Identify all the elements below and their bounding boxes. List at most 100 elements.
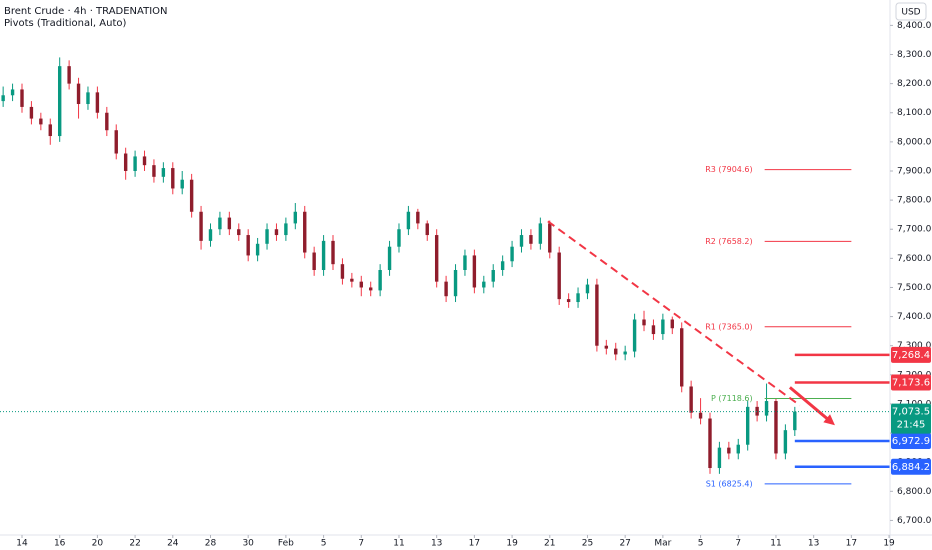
pivot-label: S1 (6825.4) [706,479,753,488]
candle-body [350,278,354,282]
candle-body [48,124,52,137]
candle-body [736,444,740,454]
candle-body [246,235,250,256]
candle-body [293,211,298,224]
y-tick-label: 8,200.0 [897,79,932,89]
candle-body [274,229,279,236]
x-tick-label: 28 [205,539,217,549]
level-tag-label: 6,972.9 [892,436,930,447]
candle-body [218,217,222,230]
candle-body [133,156,137,171]
y-tick-label: 7,800.0 [897,196,932,206]
candle-body [604,345,609,349]
y-tick-label: 7,900.0 [897,166,932,176]
candle-body [95,92,100,113]
candle-body [698,412,703,419]
candle-body [576,293,580,303]
y-tick-label: 6,700.0 [897,516,932,526]
pivot-label: R3 (7904.6) [705,165,752,174]
x-tick-label: 22 [129,539,140,549]
candle-body [142,156,147,166]
countdown-label: 21:45 [897,420,926,431]
candle-body [312,252,316,270]
x-tick-label: 24 [167,539,179,549]
candle-body [595,284,599,346]
candle-body [689,386,693,413]
candle-body [406,211,411,230]
x-tick-label: Feb [278,539,294,549]
candle-body [774,401,778,454]
currency-label: USD [901,8,920,18]
level-tag [891,458,931,475]
y-tick-label: 7,500.0 [897,283,932,293]
last-price-label: 7,073.5 [892,407,930,418]
x-tick-label: 5 [321,539,327,549]
candle-body [783,430,788,454]
candle-body [237,229,241,236]
x-tick-label: 11 [770,539,781,549]
candle-body [717,447,722,469]
candle-body [1,95,5,102]
candle-body [491,270,495,282]
candle-body [321,240,326,270]
candle-body [519,235,524,247]
level-tag [891,346,931,363]
candle-body [614,348,618,355]
candle-body [472,255,477,288]
x-tick-label: 30 [242,539,254,549]
candle-body [623,351,627,355]
y-tick-label: 8,000.0 [897,137,932,147]
pivot-label: R2 (7658.2) [705,237,752,246]
candle-body [397,229,401,247]
candle-body [180,179,184,189]
candle-body [152,165,156,177]
x-tick-label: 17 [469,539,480,549]
arrow-shaft [788,386,831,422]
candle-body [227,217,232,230]
candle-body [265,229,269,244]
candle-body [340,264,345,279]
y-tick-label: 8,100.0 [897,108,932,118]
candle-body [189,179,194,212]
x-tick-label: 13 [431,539,442,549]
x-tick-label: 20 [92,539,104,549]
last-price-tag [891,403,931,434]
y-tick-label: 6,800.0 [897,487,932,497]
arrow-head [823,414,835,426]
candle-body [161,168,166,177]
candle-body [642,319,646,326]
candle-body [538,223,543,244]
candle-body [764,401,769,416]
candle-body [632,319,637,352]
x-tick-label: 21 [544,539,555,549]
candle-body [500,261,505,270]
candle-body [303,211,307,253]
level-tag [891,432,931,449]
candle-body [208,229,213,241]
candle-body [284,223,288,236]
candle-body [57,66,62,137]
x-tick-label: 5 [698,539,704,549]
candle-body [76,83,81,105]
candle-body [416,211,420,224]
indicator-label: Pivots (Traditional, Auto) [4,18,126,29]
x-tick-label: 14 [16,539,28,549]
x-tick-label: 7 [358,539,364,549]
x-tick-label: Mar [654,539,671,549]
candle-body [566,299,571,303]
pivot-label: R1 (7365.0) [705,322,752,331]
candle-body [378,270,382,291]
x-tick-label: 17 [846,539,857,549]
candle-body [359,281,363,288]
candle-body [727,447,731,454]
currency-box[interactable] [895,2,927,21]
candle-body [745,406,750,445]
x-tick-label: 19 [883,539,895,549]
level-tag [891,374,931,391]
candle-body [199,211,203,241]
candle-body [793,411,797,431]
candle-body [463,255,467,270]
level-tag-label: 7,268.4 [892,350,930,361]
trendline [547,220,801,407]
